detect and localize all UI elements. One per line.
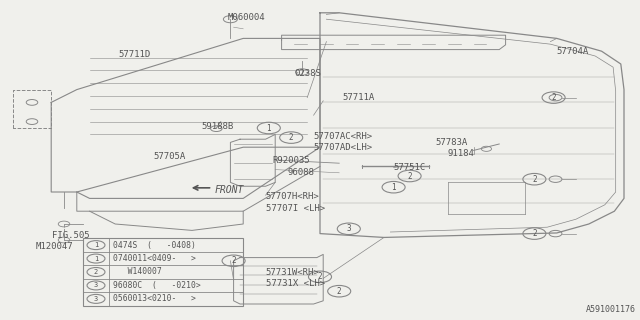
Text: 57711D: 57711D bbox=[118, 50, 150, 59]
Text: 57783A: 57783A bbox=[435, 138, 467, 147]
Text: 2: 2 bbox=[317, 272, 323, 281]
Text: 1: 1 bbox=[266, 124, 271, 132]
Text: 57707AD<LH>: 57707AD<LH> bbox=[314, 143, 372, 152]
Text: 57707I <LH>: 57707I <LH> bbox=[266, 204, 324, 212]
Text: 1: 1 bbox=[391, 183, 396, 192]
Text: 0474S  (   -0408): 0474S ( -0408) bbox=[113, 241, 195, 250]
Text: 3: 3 bbox=[94, 296, 98, 302]
Text: 57751C: 57751C bbox=[394, 163, 426, 172]
Text: A591001176: A591001176 bbox=[586, 305, 636, 314]
Text: 3: 3 bbox=[94, 283, 98, 288]
Text: 1: 1 bbox=[94, 242, 98, 248]
Text: 1: 1 bbox=[94, 256, 98, 261]
Text: 3: 3 bbox=[346, 224, 351, 233]
Text: M060004: M060004 bbox=[227, 13, 265, 22]
Text: 59188B: 59188B bbox=[202, 122, 234, 131]
Text: 0740011<0409-   >: 0740011<0409- > bbox=[113, 254, 195, 263]
Text: 2: 2 bbox=[231, 256, 236, 265]
Text: 0238S: 0238S bbox=[294, 69, 321, 78]
Text: 91184: 91184 bbox=[448, 149, 475, 158]
Text: 2: 2 bbox=[94, 269, 98, 275]
Text: 96080C  (   -0210>: 96080C ( -0210> bbox=[113, 281, 200, 290]
Text: 57707H<RH>: 57707H<RH> bbox=[266, 192, 319, 201]
Text: W140007: W140007 bbox=[113, 268, 161, 276]
Text: 57731W<RH>: 57731W<RH> bbox=[266, 268, 319, 277]
Text: 96088: 96088 bbox=[288, 168, 315, 177]
Text: M120047: M120047 bbox=[35, 242, 73, 251]
Text: 2: 2 bbox=[337, 287, 342, 296]
Text: 57705A: 57705A bbox=[154, 152, 186, 161]
Text: 2: 2 bbox=[532, 229, 537, 238]
Text: 57704A: 57704A bbox=[557, 47, 589, 56]
Text: FRONT: FRONT bbox=[214, 185, 244, 196]
Text: 57731X <LH>: 57731X <LH> bbox=[266, 279, 324, 288]
Text: 57707AC<RH>: 57707AC<RH> bbox=[314, 132, 372, 140]
Text: 2: 2 bbox=[407, 172, 412, 180]
Text: 0560013<0210-   >: 0560013<0210- > bbox=[113, 294, 195, 303]
Text: 57711A: 57711A bbox=[342, 93, 374, 102]
Text: R920035: R920035 bbox=[272, 156, 310, 164]
Text: FIG.505: FIG.505 bbox=[52, 231, 90, 240]
Text: 2: 2 bbox=[551, 93, 556, 102]
Text: 2: 2 bbox=[532, 175, 537, 184]
Text: 2: 2 bbox=[289, 133, 294, 142]
